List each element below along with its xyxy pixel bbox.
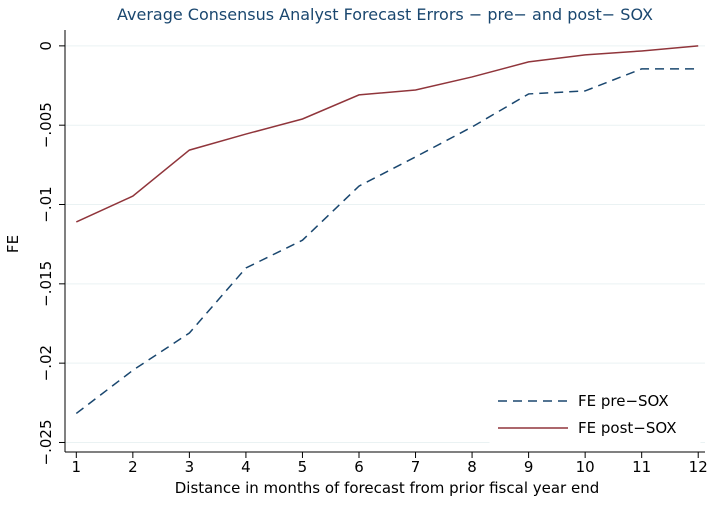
x-axis-label: Distance in months of forecast from prio… (175, 479, 600, 497)
x-tick-label: 1 (72, 458, 82, 476)
y-tick-label: −.005 (37, 102, 55, 148)
legend-label: FE pre−SOX (578, 392, 669, 410)
y-tick-label: −.02 (37, 345, 55, 381)
chart-title: Average Consensus Analyst Forecast Error… (117, 5, 653, 24)
y-tick-label: −.015 (37, 261, 55, 307)
x-tick-label: 7 (411, 458, 421, 476)
line-series (75, 45, 699, 223)
y-tick-label: 0 (37, 41, 55, 51)
x-tick-label: 3 (185, 458, 195, 476)
y-tick-label: −.01 (37, 186, 55, 222)
x-tick-label: 6 (354, 458, 364, 476)
y-tick-label: −.025 (37, 419, 55, 465)
x-tick-label: 2 (128, 458, 138, 476)
x-tick-label: 4 (241, 458, 251, 476)
x-tick-label: 9 (524, 458, 534, 476)
x-tick-label: 12 (689, 458, 708, 476)
y-axis-label: FE (4, 235, 22, 253)
x-tick-label: 10 (576, 458, 595, 476)
x-tick-label: 5 (298, 458, 308, 476)
legend-box (489, 384, 701, 448)
line-series (75, 68, 699, 415)
x-tick-label: 8 (467, 458, 477, 476)
x-tick-label: 11 (632, 458, 651, 476)
legend-label: FE post−SOX (578, 419, 676, 437)
